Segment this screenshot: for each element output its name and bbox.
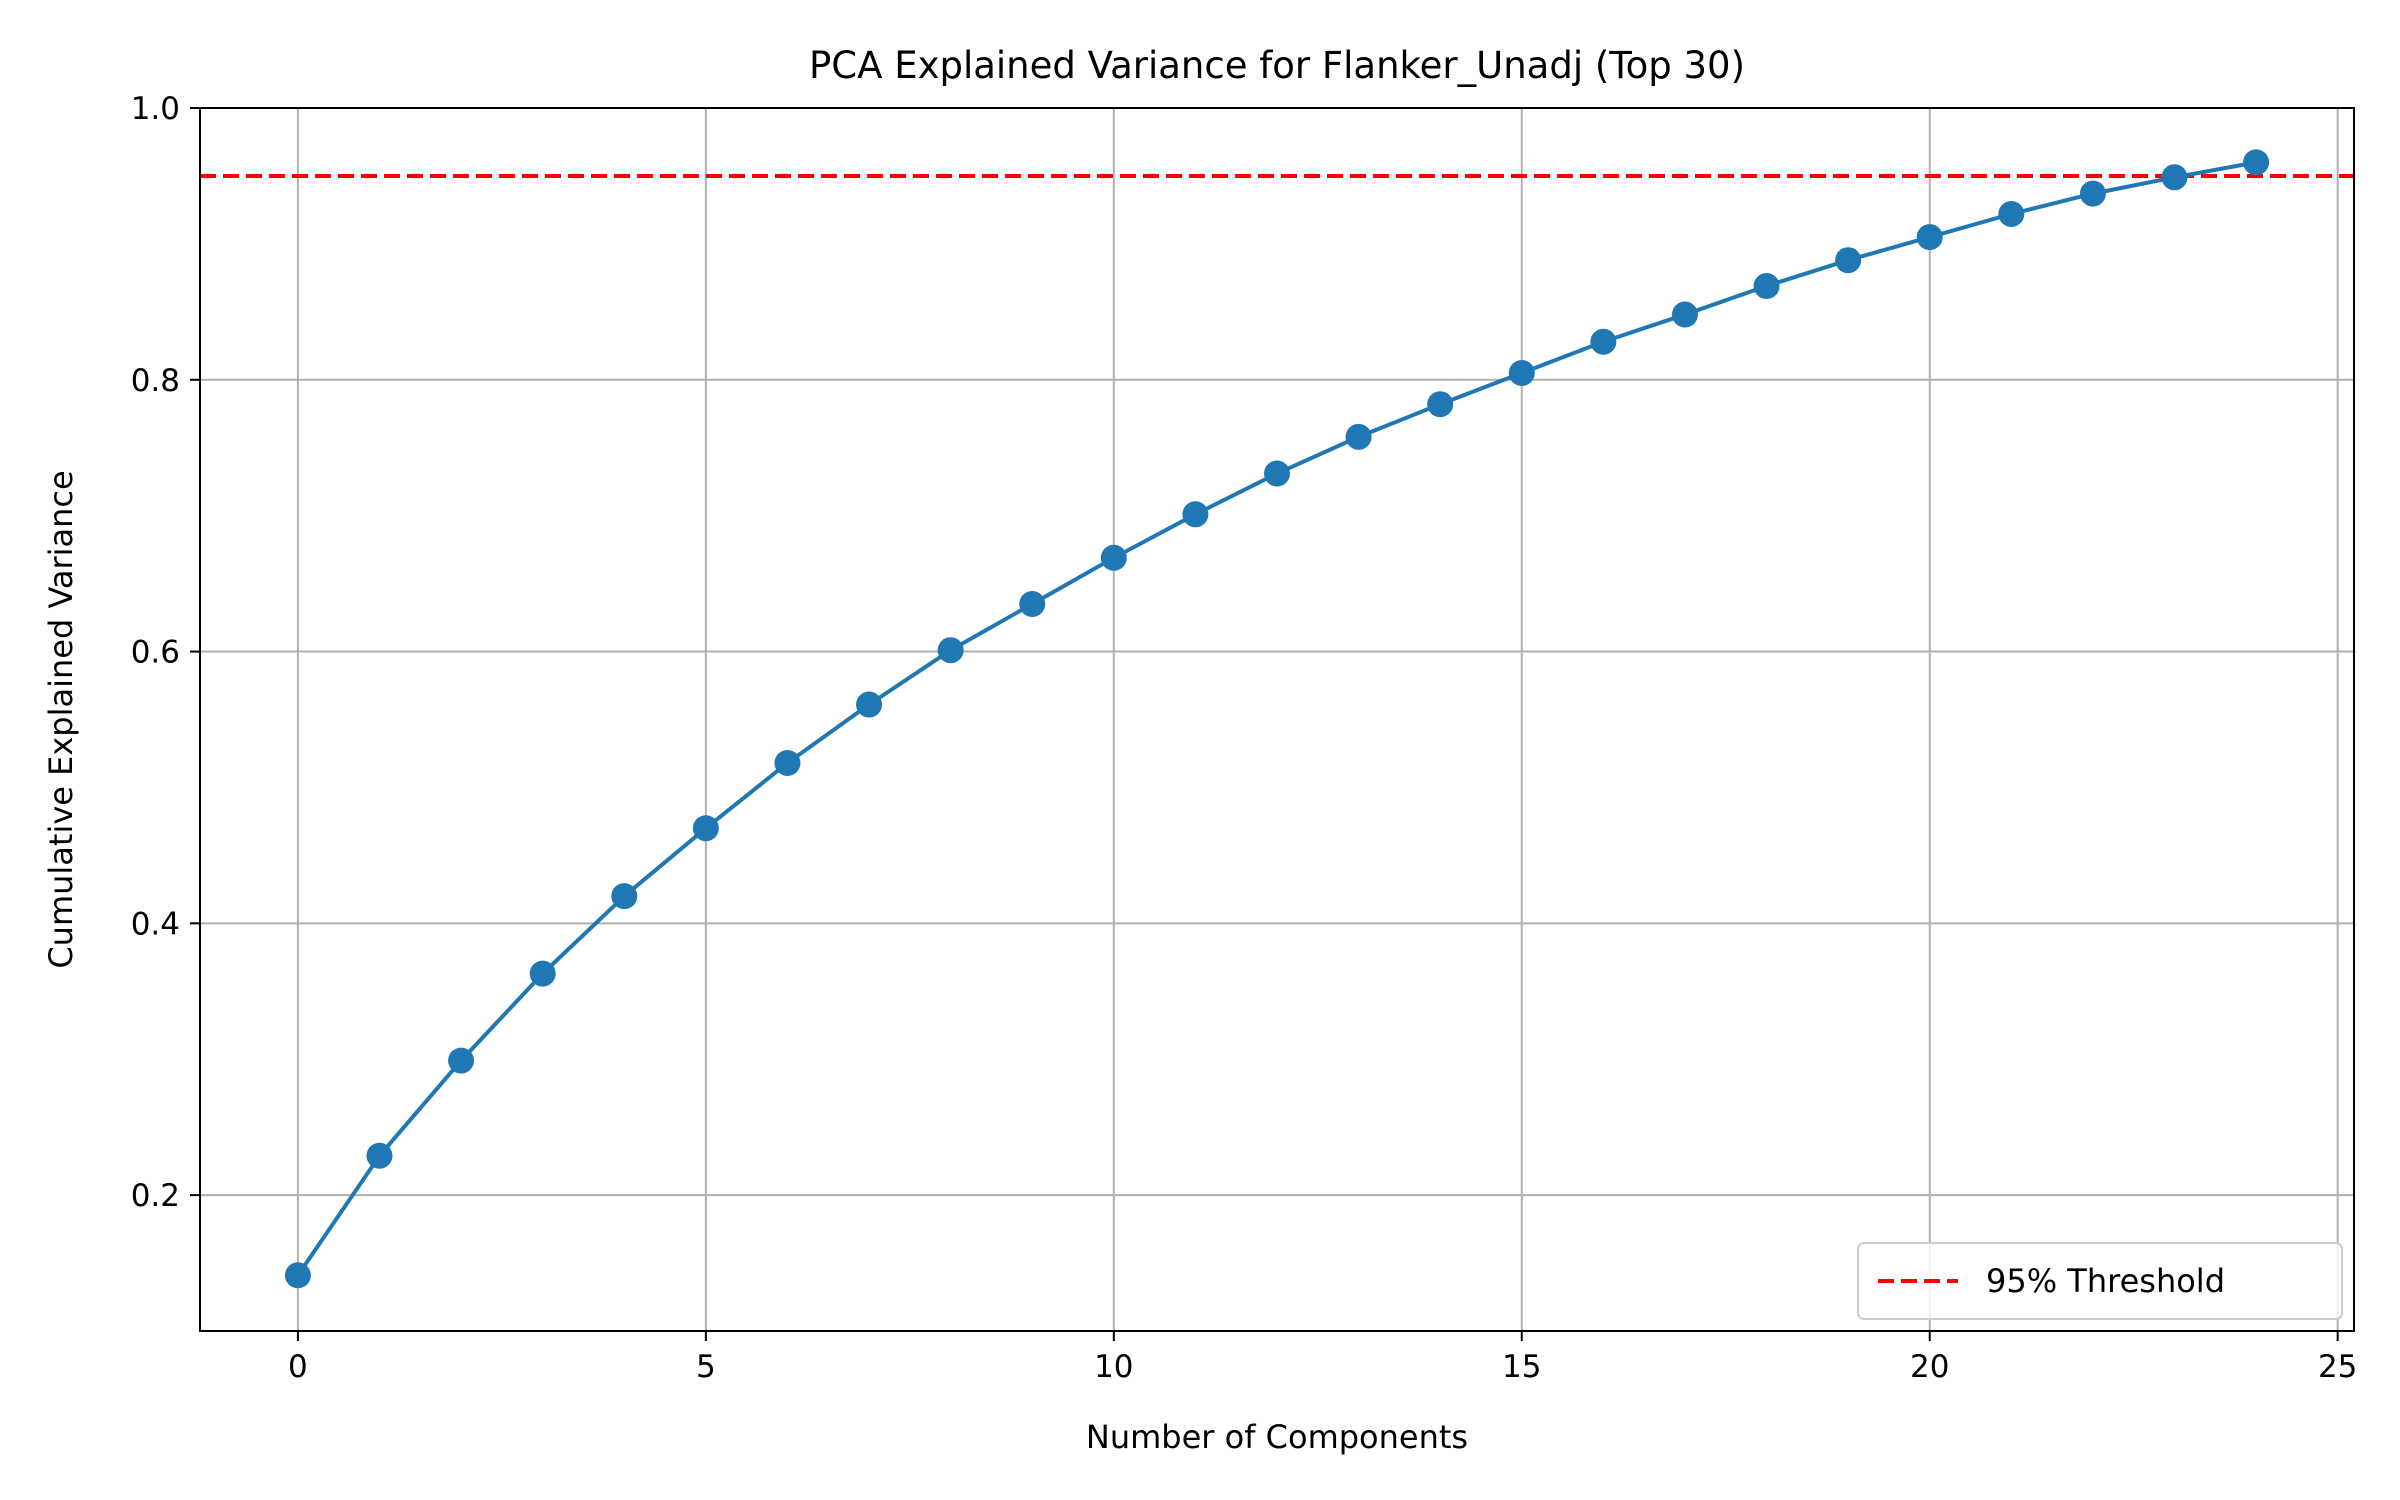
data-point bbox=[1835, 247, 1862, 274]
data-point bbox=[1182, 501, 1209, 528]
data-point bbox=[2161, 164, 2188, 191]
ticks: 0 5 10 15 20 25 0.2 0.4 0.6 0.8 1.0 bbox=[131, 91, 2358, 1385]
data-point bbox=[1916, 224, 1943, 251]
legend-box bbox=[1857, 1242, 2343, 1320]
data-point bbox=[937, 637, 964, 664]
plot-frame bbox=[199, 107, 2355, 1332]
y-tick-label: 0.6 bbox=[131, 635, 180, 671]
data-point bbox=[1100, 544, 1127, 571]
data-point bbox=[856, 691, 883, 718]
y-tick-label: 0.8 bbox=[131, 363, 180, 399]
x-tick-label: 10 bbox=[1094, 1349, 1133, 1385]
data-point bbox=[1345, 423, 1372, 450]
data-point bbox=[1508, 359, 1535, 386]
data-point bbox=[284, 1262, 311, 1289]
x-tick-label: 5 bbox=[696, 1349, 716, 1385]
y-tick-label: 1.0 bbox=[131, 91, 180, 127]
x-tick-label: 25 bbox=[2318, 1349, 2357, 1385]
data-point bbox=[611, 883, 638, 910]
data-point bbox=[366, 1142, 393, 1169]
data-point bbox=[2079, 180, 2106, 207]
legend: 95% Threshold bbox=[1857, 1242, 2343, 1320]
data-point bbox=[1427, 391, 1454, 418]
data-point bbox=[774, 749, 801, 776]
y-tick-label: 0.4 bbox=[131, 906, 180, 942]
legend-threshold-label: 95% Threshold bbox=[1986, 1262, 2225, 1300]
data-point bbox=[1671, 301, 1698, 328]
data-point bbox=[1019, 590, 1046, 617]
data-point bbox=[1264, 460, 1290, 487]
x-axis-label: Number of Components bbox=[1086, 1418, 1468, 1456]
series-layer bbox=[284, 149, 2270, 1289]
x-tick-label: 0 bbox=[288, 1349, 308, 1385]
chart-title: PCA Explained Variance for Flanker_Unadj… bbox=[809, 44, 1745, 87]
data-point bbox=[2243, 149, 2270, 176]
data-point bbox=[1998, 200, 2025, 227]
data-point bbox=[1590, 328, 1617, 355]
y-tick-label: 0.2 bbox=[131, 1178, 180, 1214]
data-point bbox=[529, 960, 556, 987]
data-point bbox=[1753, 273, 1780, 300]
x-tick-label: 20 bbox=[1910, 1349, 1949, 1385]
y-axis-label: Cumulative Explained Variance bbox=[42, 470, 80, 968]
data-point bbox=[692, 815, 719, 842]
x-tick-label: 15 bbox=[1502, 1349, 1541, 1385]
data-point bbox=[448, 1047, 475, 1074]
